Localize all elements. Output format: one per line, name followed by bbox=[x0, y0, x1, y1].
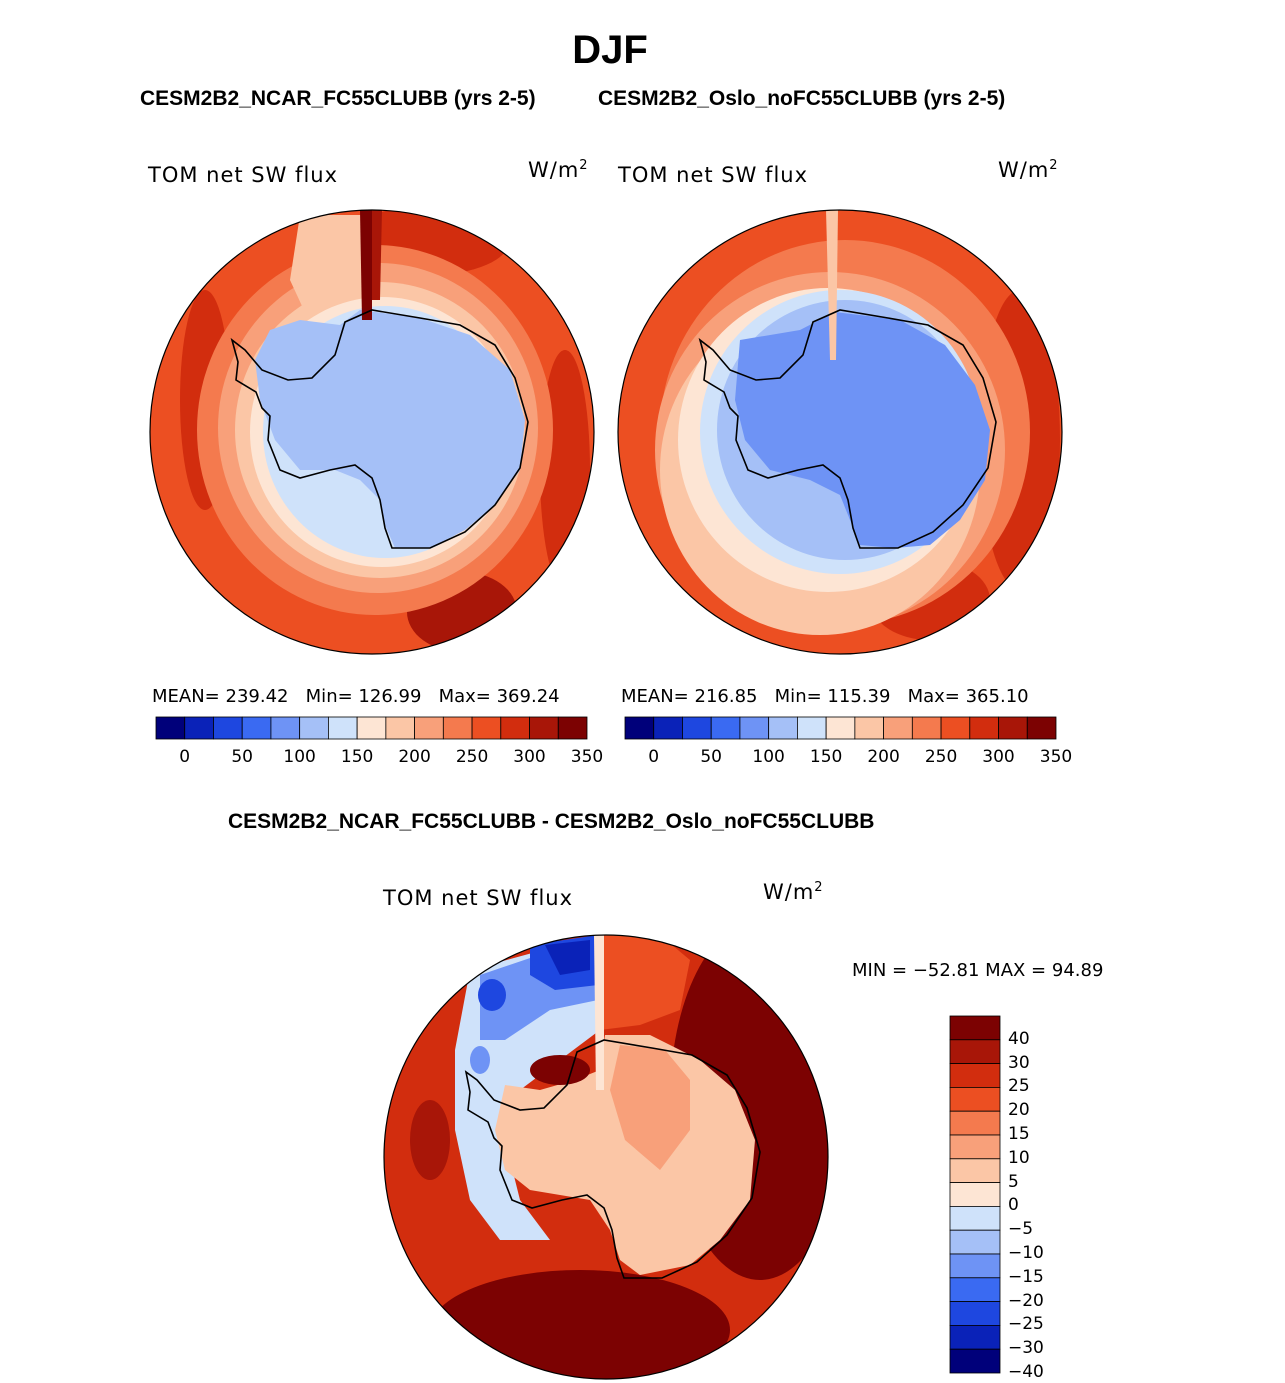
panel2-stats: MEAN= 216.85 Min= 115.39 Max= 365.10 bbox=[621, 686, 1029, 707]
colorbar-swatch bbox=[940, 716, 971, 740]
colorbar-swatch bbox=[471, 716, 502, 740]
colorbar-tick-label: 0 bbox=[179, 747, 191, 767]
colorbar-tick-label: 20 bbox=[1008, 1100, 1030, 1121]
colorbar-tick-label: 15 bbox=[1008, 1124, 1030, 1144]
colorbar-tick-label: 250 bbox=[924, 747, 958, 767]
colorbar-tick-label: 10 bbox=[1008, 1147, 1030, 1168]
colorbar-swatch bbox=[949, 1182, 1001, 1207]
colorbar-tick-label: 0 bbox=[1008, 1195, 1019, 1216]
colorbar-swatch bbox=[385, 716, 416, 740]
colorbar-swatch bbox=[949, 1253, 1001, 1279]
diff-units-label: W/m2 bbox=[763, 880, 824, 904]
colorbar-swatch bbox=[949, 1325, 1001, 1350]
colorbar-swatch bbox=[529, 716, 559, 740]
subtitle-left: CESM2B2_NCAR_FC55CLUBB (yrs 2-5) bbox=[140, 87, 536, 110]
colorbar-swatch bbox=[184, 716, 214, 740]
panel1-map bbox=[150, 210, 594, 654]
colorbar-tick-label: 100 bbox=[752, 747, 785, 767]
figure-title: DJF bbox=[572, 28, 648, 72]
colorbar-tick-label: 200 bbox=[867, 747, 900, 767]
colorbar-swatch bbox=[327, 716, 358, 740]
diff-min-max: MIN = −52.81 MAX = 94.89 bbox=[852, 960, 1104, 981]
colorbar-tick-label: 150 bbox=[809, 747, 843, 767]
colorbar-tick-label: 5 bbox=[1008, 1171, 1019, 1192]
colorbar-tick-label: 150 bbox=[340, 747, 374, 767]
panel2-variable-label: TOM net SW flux bbox=[618, 163, 809, 187]
colorbar-swatch bbox=[739, 716, 770, 740]
colorbar-swatch bbox=[949, 1348, 1001, 1374]
colorbar-swatch bbox=[797, 716, 827, 740]
colorbar-tick-label: 350 bbox=[1039, 747, 1073, 767]
colorbar-swatch bbox=[241, 716, 272, 740]
colorbar-swatch bbox=[949, 1277, 1001, 1303]
colorbar-tick-label: 40 bbox=[1008, 1028, 1030, 1049]
colorbar-tick-label: −10 bbox=[1008, 1243, 1044, 1263]
colorbar-swatch bbox=[969, 716, 999, 740]
colorbar-swatch bbox=[949, 1039, 1001, 1065]
colorbar-tick-label: 30 bbox=[1008, 1052, 1030, 1073]
colorbar-swatch bbox=[442, 716, 473, 740]
colorbar-swatch bbox=[213, 716, 243, 740]
colorbar-swatch bbox=[949, 1206, 1001, 1231]
colorbar-swatch bbox=[949, 1110, 1001, 1136]
colorbar-tick-label: 300 bbox=[513, 747, 546, 767]
colorbar-tick-label: −30 bbox=[1008, 1338, 1044, 1359]
colorbar-swatch bbox=[356, 716, 387, 740]
colorbar-tick-label: −25 bbox=[1008, 1314, 1044, 1335]
colorbar-swatch bbox=[653, 716, 683, 740]
colorbar-tick-label: 50 bbox=[231, 747, 253, 767]
colorbar-swatch bbox=[949, 1301, 1001, 1326]
colorbar-swatch bbox=[949, 1134, 1001, 1160]
colorbar-swatch bbox=[155, 716, 186, 740]
colorbar-tick-label: −5 bbox=[1008, 1219, 1034, 1240]
colorbar-swatch bbox=[911, 716, 942, 740]
panel1-stats: MEAN= 239.42 Min= 126.99 Max= 369.24 bbox=[152, 686, 560, 707]
colorbar-panel1 bbox=[155, 716, 588, 740]
colorbar-swatch bbox=[949, 1015, 1001, 1041]
colorbar-swatch bbox=[682, 716, 712, 740]
colorbar-tick-label: 200 bbox=[398, 747, 431, 767]
panel1-variable-label: TOM net SW flux bbox=[148, 163, 339, 187]
colorbar-swatch bbox=[299, 716, 329, 740]
colorbar-tick-label: 50 bbox=[700, 747, 722, 767]
colorbar-tick-label: 350 bbox=[570, 747, 604, 767]
colorbar-swatch bbox=[1026, 716, 1057, 740]
colorbar-swatch bbox=[624, 716, 655, 740]
colorbar-swatch bbox=[949, 1063, 1001, 1088]
colorbar-tick-label: −40 bbox=[1008, 1362, 1044, 1382]
colorbar-swatch bbox=[949, 1158, 1001, 1184]
panel2-map bbox=[618, 210, 1062, 654]
colorbar-swatch bbox=[500, 716, 530, 740]
colorbar-tick-label: 300 bbox=[982, 747, 1015, 767]
panel2-units-label: W/m2 bbox=[998, 158, 1059, 182]
panel1-units-label: W/m2 bbox=[528, 158, 589, 182]
colorbar-tick-label: −20 bbox=[1008, 1290, 1044, 1311]
diff-map bbox=[384, 935, 828, 1379]
colorbar-swatch bbox=[825, 716, 856, 740]
colorbar-swatch bbox=[949, 1087, 1001, 1112]
colorbar-tick-label: 0 bbox=[648, 747, 660, 767]
colorbar-diff bbox=[949, 1015, 1001, 1374]
diff-title: CESM2B2_NCAR_FC55CLUBB - CESM2B2_Oslo_no… bbox=[228, 810, 875, 833]
colorbar-swatch bbox=[949, 1229, 1001, 1255]
colorbar-swatch bbox=[768, 716, 798, 740]
colorbar-tick-label: 250 bbox=[455, 747, 489, 767]
colorbar-swatch bbox=[557, 716, 588, 740]
colorbar-swatch bbox=[883, 716, 913, 740]
colorbar-swatch bbox=[414, 716, 444, 740]
colorbar-panel2 bbox=[624, 716, 1057, 740]
colorbar-tick-label: −15 bbox=[1008, 1266, 1044, 1287]
colorbar-swatch bbox=[854, 716, 884, 740]
colorbar-swatch bbox=[710, 716, 741, 740]
colorbar-tick-label: 25 bbox=[1008, 1076, 1030, 1097]
colorbar-swatch bbox=[270, 716, 301, 740]
diff-variable-label: TOM net SW flux bbox=[383, 886, 574, 910]
colorbar-tick-label: 100 bbox=[283, 747, 316, 767]
colorbar-swatch bbox=[998, 716, 1028, 740]
subtitle-right: CESM2B2_Oslo_noFC55CLUBB (yrs 2-5) bbox=[598, 87, 1006, 110]
